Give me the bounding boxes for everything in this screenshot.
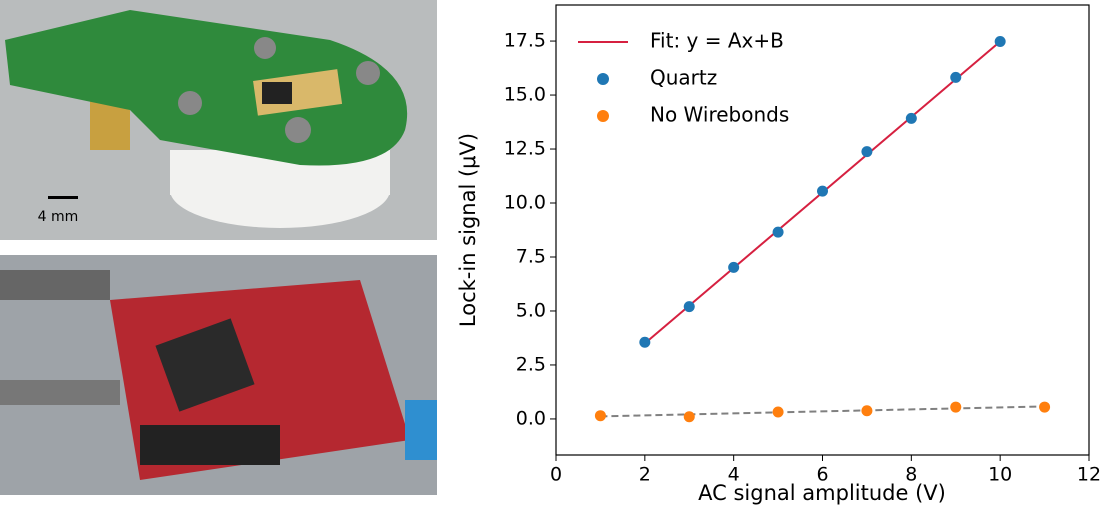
photo-electronics — [0, 255, 437, 495]
x-tick-label: 12 — [1077, 464, 1101, 486]
data-point — [817, 185, 828, 197]
y-tick-label: 12.5 — [504, 138, 546, 160]
data-point — [728, 261, 740, 273]
data-point — [772, 226, 784, 238]
x-axis-label: AC signal amplitude (V) — [698, 481, 946, 505]
data-point — [950, 401, 962, 413]
y-tick-label: 17.5 — [504, 30, 546, 52]
data-point — [950, 71, 962, 83]
y-tick-label: 2.5 — [516, 353, 546, 375]
data-point — [683, 411, 695, 423]
data-point — [1039, 401, 1051, 413]
legend-label: Fit: y = Ax+B — [650, 29, 784, 53]
data-point — [861, 405, 873, 417]
x-tick-label: 2 — [639, 464, 651, 486]
data-point — [905, 112, 917, 124]
fit-line — [600, 405, 1045, 418]
scale-bar-label: 4 mm — [38, 209, 79, 225]
data-point — [594, 410, 606, 422]
legend-swatch — [597, 73, 609, 85]
legend-label: Quartz — [650, 66, 717, 90]
data-point — [861, 146, 873, 158]
data-point — [639, 336, 651, 348]
y-tick-label: 7.5 — [516, 245, 546, 267]
data-point — [772, 406, 784, 418]
y-tick-label: 5.0 — [516, 299, 546, 321]
photo-sample-holder: 4 mm — [0, 0, 437, 240]
x-tick-label: 8 — [905, 464, 917, 486]
legend-label: No Wirebonds — [650, 103, 789, 127]
x-tick-label: 6 — [816, 464, 828, 486]
y-tick-label: 15.0 — [504, 84, 546, 106]
y-axis-label: Lock-in signal (μV) — [456, 133, 480, 327]
x-tick-label: 0 — [550, 464, 562, 486]
y-tick-label: 0.0 — [516, 407, 546, 429]
y-tick-label: 10.0 — [504, 192, 546, 214]
legend-swatch — [597, 110, 609, 122]
x-tick-label: 10 — [988, 464, 1012, 486]
x-tick-label: 4 — [728, 464, 740, 486]
plot-frame — [555, 4, 1090, 456]
data-point — [994, 35, 1006, 47]
data-point — [683, 301, 695, 313]
